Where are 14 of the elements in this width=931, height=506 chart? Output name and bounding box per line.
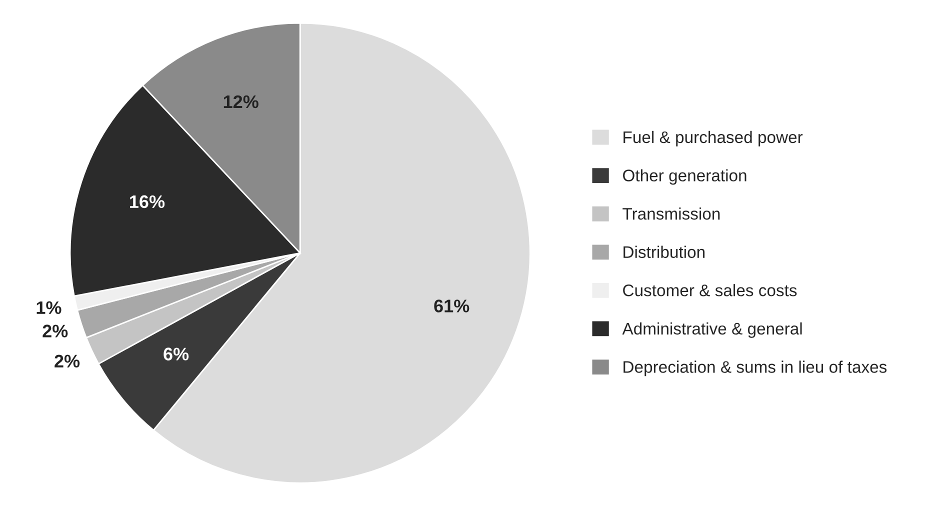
legend-label: Depreciation & sums in lieu of taxes	[624, 360, 887, 376]
data-label: 16%	[130, 195, 165, 208]
legend-label: Administrative & general	[622, 322, 802, 338]
data-label: 1%	[36, 301, 62, 314]
legend-label: Distribution	[624, 246, 705, 258]
data-label: 2%	[42, 324, 68, 338]
data-label: 6%	[164, 348, 189, 360]
legend-label: Fuel & purchased power	[624, 130, 803, 146]
legend-label: Other generation	[623, 169, 746, 185]
data-label: 61%	[434, 300, 470, 312]
data-label: 12%	[224, 95, 258, 108]
data-label: 2%	[54, 354, 80, 368]
legend-label: Transmission	[622, 207, 720, 220]
legend-label: Customer & sales costs	[623, 284, 797, 296]
